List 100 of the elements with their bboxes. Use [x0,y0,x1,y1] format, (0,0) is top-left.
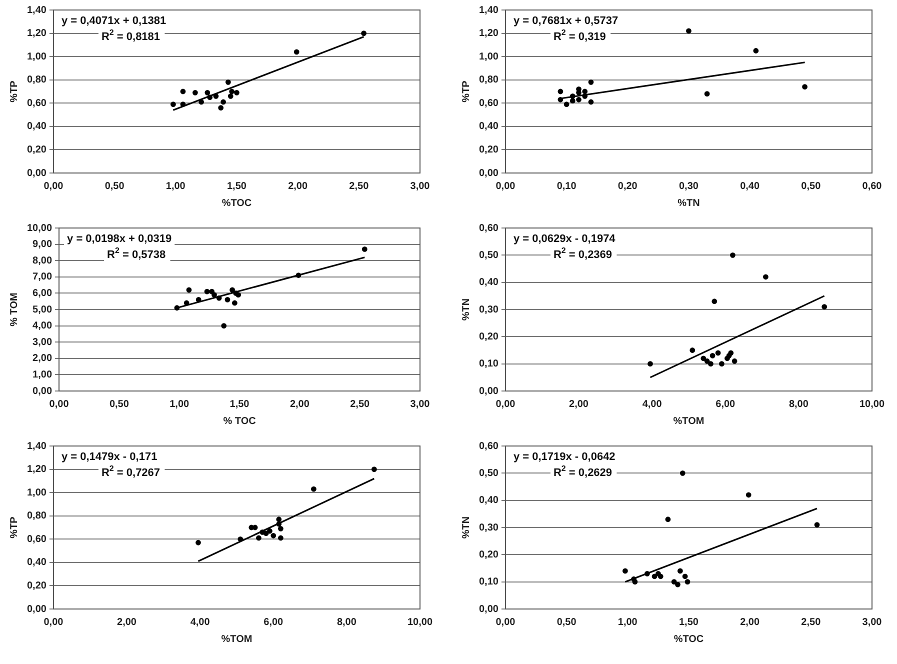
y-tick-label: 0,00 [478,604,499,615]
point [204,288,210,294]
point [186,287,192,293]
x-tick-label: 0,50 [801,180,822,192]
x-axis-title: %TN [678,198,700,209]
y-tick-label: 0,60 [478,98,499,109]
point [684,579,690,585]
annotation: y = 0,1719x - 0,0642 [513,451,616,463]
point [582,88,588,94]
y-axis-title: %TN [460,516,472,539]
y-tick-label: 0,60 [478,222,499,234]
x-tick-label: 10,00 [859,398,885,410]
y-tick-label: 0,60 [26,98,47,109]
point [822,304,828,310]
x-axis-title: % TOC [223,416,256,427]
y-axis-title: %TP [8,516,20,538]
point [228,93,234,99]
point [236,292,242,298]
y-tick-label: 0,40 [478,121,499,132]
point [278,535,284,541]
point [263,530,269,536]
annotation: y = 0,0629x - 0,1974 [513,233,616,245]
x-tick-label: 0,00 [44,616,64,628]
y-tick-label: 0,00 [32,386,52,397]
x-axis-title: %TOC [222,198,252,209]
y-tick-label: 0,40 [478,277,499,288]
x-tick-label: 1,50 [678,616,699,628]
y-tick-label: 0,00 [26,168,47,179]
point [256,535,262,541]
point [622,568,628,574]
point [682,574,688,580]
point [232,300,238,306]
point [180,102,186,108]
y-tick-label: 1,40 [26,440,47,452]
point [192,90,198,96]
x-tick-label: 2,00 [117,616,137,628]
point [296,272,302,278]
point [220,99,226,105]
x-tick-label: 8,00 [336,616,357,628]
annotation: y = 0,4071x + 0,1381 [61,15,166,27]
point [582,93,588,99]
x-tick-label: 4,00 [642,398,662,410]
y-tick-label: 0,40 [478,495,499,506]
y-tick-label: 1,00 [32,369,52,380]
y-tick-label: 1,20 [26,28,47,40]
y-tick-label: 1,20 [478,28,499,40]
point [198,99,204,105]
point [267,528,272,534]
point [225,79,231,85]
point [814,522,820,528]
y-axis-title: % TOM [8,292,20,326]
y-tick-label: 5,00 [32,304,52,316]
point [700,356,706,362]
point [180,88,186,94]
x-tick-label: 0,00 [496,180,516,192]
point [763,274,768,280]
x-tick-label: 3,00 [410,398,430,410]
x-tick-label: 1,50 [226,180,247,192]
point [644,570,650,576]
point [212,292,217,298]
x-tick-label: 0,50 [109,398,130,410]
y-tick-label: 0,30 [478,522,499,534]
point [732,358,738,364]
y-tick-label: 0,00 [478,168,499,179]
x-tick-label: 8,00 [788,398,809,410]
x-tick-label: 3,00 [862,616,882,628]
y-axis-title: %TN [460,298,472,321]
x-tick-label: 2,00 [569,398,589,410]
y-tick-label: 0,40 [26,121,47,132]
point [170,102,176,108]
y-tick-label: 0,10 [478,358,499,370]
point [229,88,235,94]
point [686,28,692,34]
x-axis-title: %TOM [673,416,704,427]
x-tick-label: 0,20 [618,180,638,192]
y-tick-label: 0,30 [478,304,499,316]
y-tick-label: 0,50 [478,468,499,479]
y-tick-label: 0,50 [478,250,499,261]
point [576,96,582,102]
point [558,88,564,94]
point [234,90,240,96]
point [730,252,736,258]
point [362,246,368,252]
y-tick-label: 1,00 [26,487,47,498]
y-tick-label: 0,10 [478,576,499,588]
point [671,579,677,585]
y-tick-label: 1,40 [478,4,499,16]
point [677,568,683,574]
y-tick-label: 0,20 [26,580,47,592]
point [196,540,201,546]
point [221,323,227,328]
y-tick-label: 0,20 [478,144,499,156]
point [704,358,710,364]
x-tick-label: 0,40 [740,180,760,192]
x-tick-label: 10,00 [407,616,433,628]
annotation: y = 0,1479x - 0,171 [61,451,158,463]
x-axis-title: %TOC [674,634,704,645]
point [652,574,658,580]
point [276,521,282,527]
x-tick-label: 6,00 [264,616,284,628]
